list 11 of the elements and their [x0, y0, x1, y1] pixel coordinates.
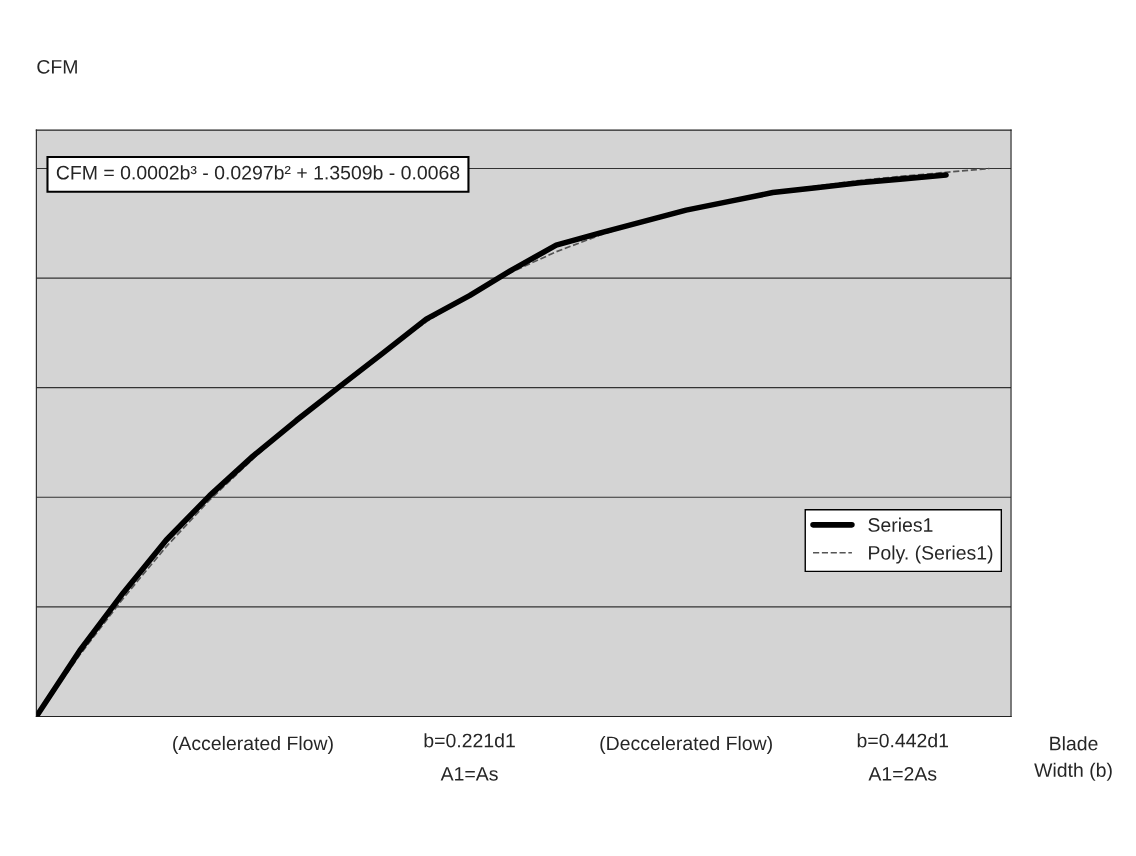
text: A1=2As: [868, 766, 937, 781]
annotation: CFM = 0.0002b³ - 0.0297b² + 1.3509b - 0.0068: [56, 165, 460, 180]
text: (Accelerated Flow): [173, 735, 333, 755]
legend-label: Series1: [868, 517, 933, 532]
text: A1=As: [440, 767, 498, 781]
y-axis-title: CFM: [37, 59, 77, 74]
text: (Deccelerated Flow): [600, 735, 772, 755]
x-tick-label: b=0.442d1: [857, 733, 949, 748]
x-tick-label: b=0.221d1: [424, 733, 515, 748]
x-axis-title: Blade Width (b): [1034, 736, 1112, 781]
legend-label: Poly. (Series1): [869, 545, 993, 564]
